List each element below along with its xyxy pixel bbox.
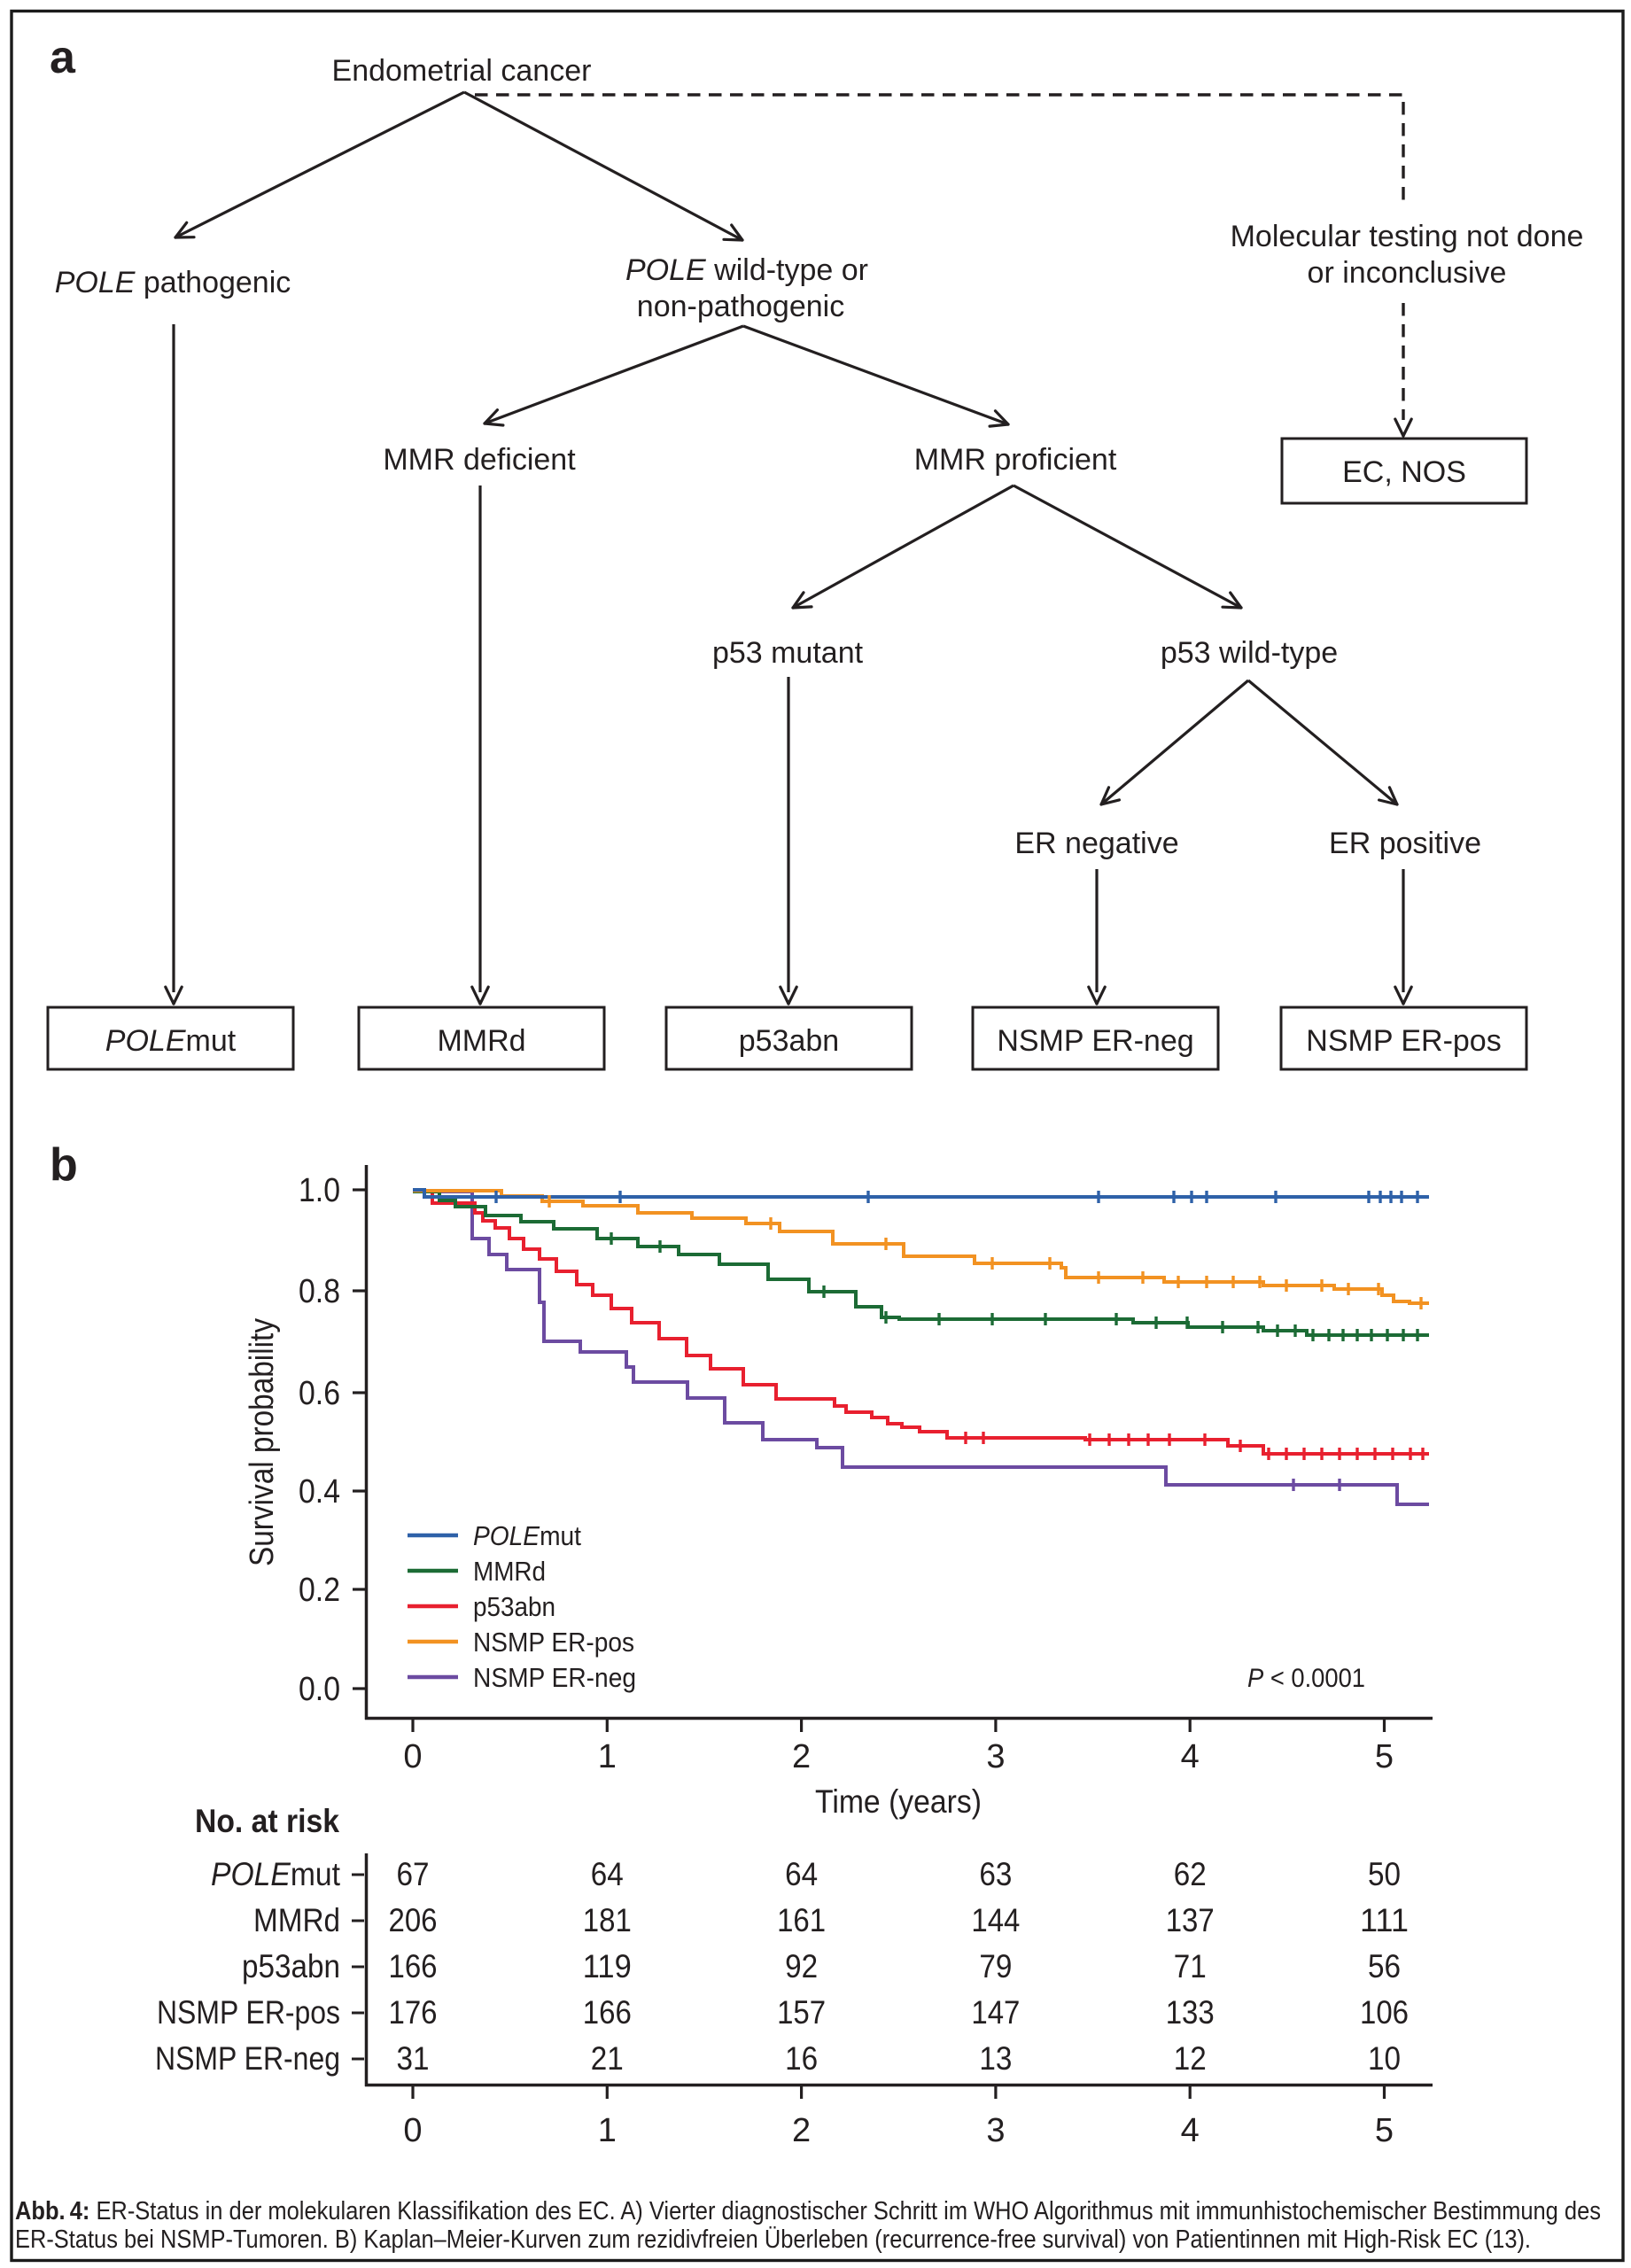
- svg-text:0.4: 0.4: [299, 1473, 340, 1511]
- svg-text:79: 79: [979, 1948, 1012, 1984]
- svg-text:13: 13: [979, 2040, 1012, 2077]
- svg-text:64: 64: [785, 1856, 818, 1892]
- svg-text:POLEmut: POLEmut: [473, 1520, 581, 1551]
- svg-text:Molecular testing not done: Molecular testing not done: [1231, 220, 1584, 253]
- svg-text:5: 5: [1375, 1738, 1394, 1775]
- svg-text:0.0: 0.0: [299, 1671, 340, 1708]
- svg-text:3: 3: [986, 1738, 1005, 1775]
- svg-text:5: 5: [1375, 2112, 1394, 2149]
- svg-text:1: 1: [598, 1738, 617, 1775]
- svg-text:NSMP ER-pos: NSMP ER-pos: [1306, 1024, 1501, 1058]
- svg-text:176: 176: [389, 1994, 438, 2031]
- svg-text:a: a: [50, 32, 76, 83]
- svg-text:POLE pathogenic: POLE pathogenic: [55, 266, 291, 299]
- svg-text:147: 147: [971, 1994, 1020, 2031]
- svg-text:Endometrial cancer: Endometrial cancer: [332, 54, 592, 88]
- svg-text:106: 106: [1360, 1994, 1409, 2031]
- svg-text:2: 2: [792, 2112, 811, 2149]
- svg-text:166: 166: [389, 1948, 438, 1984]
- svg-text:ER positive: ER positive: [1329, 827, 1481, 860]
- svg-text:67: 67: [397, 1856, 430, 1892]
- svg-text:ER-Status bei NSMP-Tumoren. B): ER-Status bei NSMP-Tumoren. B) Kaplan–Me…: [15, 2225, 1531, 2254]
- svg-text:p53abn: p53abn: [473, 1591, 555, 1622]
- svg-text:1.0: 1.0: [299, 1172, 340, 1209]
- svg-text:POLEmut: POLEmut: [105, 1024, 237, 1058]
- svg-text:62: 62: [1174, 1856, 1207, 1892]
- svg-text:111: 111: [1360, 1902, 1409, 1938]
- svg-text:206: 206: [389, 1902, 438, 1938]
- svg-text:NSMP ER-neg: NSMP ER-neg: [155, 2040, 340, 2077]
- svg-text:166: 166: [583, 1994, 632, 2031]
- svg-text:119: 119: [583, 1948, 632, 1984]
- svg-text:1: 1: [598, 2112, 617, 2149]
- svg-text:4: 4: [1181, 2112, 1200, 2149]
- svg-text:0: 0: [403, 2112, 422, 2149]
- svg-text:63: 63: [979, 1856, 1012, 1892]
- svg-text:0: 0: [403, 1738, 422, 1775]
- svg-text:3: 3: [986, 2112, 1005, 2149]
- svg-text:NSMP ER-neg: NSMP ER-neg: [473, 1662, 636, 1693]
- svg-text:p53 wild-type: p53 wild-type: [1161, 636, 1338, 670]
- svg-text:71: 71: [1174, 1948, 1207, 1984]
- svg-text:MMRd: MMRd: [473, 1556, 546, 1587]
- svg-text:0.8: 0.8: [299, 1273, 340, 1310]
- svg-text:b: b: [50, 1139, 78, 1191]
- svg-text:p53abn: p53abn: [242, 1948, 340, 1984]
- svg-text:MMR deficient: MMR deficient: [383, 443, 576, 477]
- svg-text:NSMP ER-pos: NSMP ER-pos: [157, 1994, 340, 2031]
- svg-text:56: 56: [1368, 1948, 1401, 1984]
- svg-text:4: 4: [1181, 1738, 1200, 1775]
- svg-text:12: 12: [1174, 2040, 1207, 2077]
- svg-text:0.6: 0.6: [299, 1375, 340, 1412]
- svg-text:MMRd: MMRd: [437, 1024, 525, 1058]
- svg-text:No. at risk: No. at risk: [195, 1803, 339, 1839]
- svg-text:non-pathogenic: non-pathogenic: [637, 290, 844, 323]
- svg-text:ER negative: ER negative: [1014, 827, 1178, 860]
- svg-text:P < 0.0001: P < 0.0001: [1247, 1664, 1365, 1693]
- svg-text:Abb. 4: ER-Status in der molek: Abb. 4: ER-Status in der molekularen Kla…: [15, 2197, 1601, 2225]
- svg-text:MMRd: MMRd: [253, 1902, 340, 1938]
- svg-text:POLE wild-type or: POLE wild-type or: [625, 253, 868, 287]
- svg-text:Survival probability: Survival probability: [244, 1318, 281, 1566]
- svg-text:31: 31: [397, 2040, 430, 2077]
- svg-text:137: 137: [1166, 1902, 1215, 1938]
- svg-text:p53abn: p53abn: [739, 1024, 839, 1058]
- svg-text:2: 2: [792, 1738, 811, 1775]
- svg-text:21: 21: [591, 2040, 624, 2077]
- svg-text:92: 92: [785, 1948, 818, 1984]
- svg-text:157: 157: [777, 1994, 826, 2031]
- svg-text:50: 50: [1368, 1856, 1401, 1892]
- svg-text:MMR proficient: MMR proficient: [914, 443, 1117, 477]
- svg-text:144: 144: [971, 1902, 1020, 1938]
- svg-text:181: 181: [583, 1902, 632, 1938]
- svg-text:Time (years): Time (years): [815, 1783, 982, 1820]
- svg-text:EC, NOS: EC, NOS: [1342, 455, 1466, 489]
- svg-text:64: 64: [591, 1856, 624, 1892]
- svg-text:p53 mutant: p53 mutant: [712, 636, 864, 670]
- svg-text:or inconclusive: or inconclusive: [1308, 256, 1507, 290]
- svg-text:POLEmut: POLEmut: [211, 1856, 341, 1892]
- svg-text:16: 16: [785, 2040, 818, 2077]
- svg-text:NSMP ER-pos: NSMP ER-pos: [473, 1627, 634, 1658]
- svg-text:0.2: 0.2: [299, 1572, 340, 1609]
- svg-text:NSMP ER-neg: NSMP ER-neg: [997, 1024, 1193, 1058]
- svg-text:10: 10: [1368, 2040, 1401, 2077]
- svg-text:161: 161: [777, 1902, 826, 1938]
- svg-text:133: 133: [1166, 1994, 1215, 2031]
